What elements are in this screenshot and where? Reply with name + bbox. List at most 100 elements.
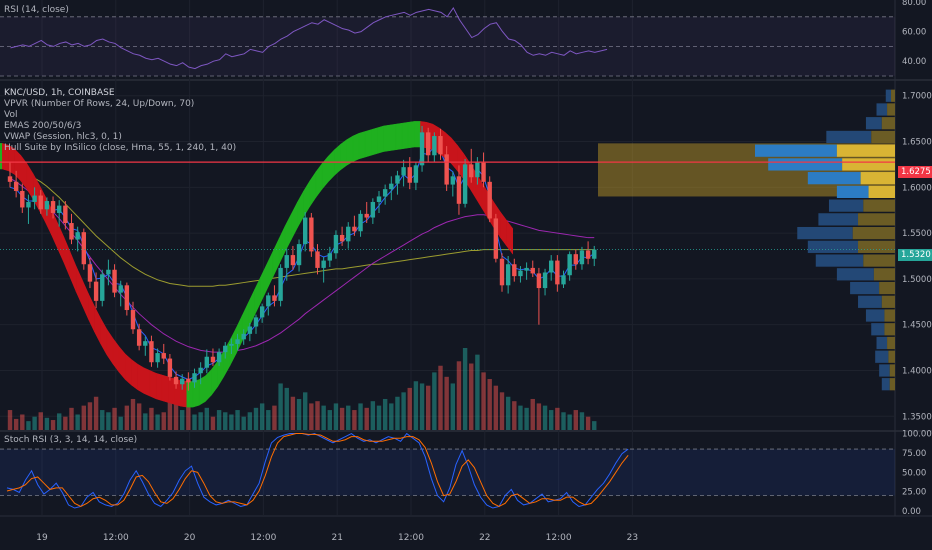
volume-bar (438, 365, 443, 430)
candle-body (493, 218, 499, 259)
vpvr-down-bar (858, 240, 895, 253)
volume-bar (493, 385, 499, 430)
hull-band-segment (364, 129, 372, 158)
hull-band-segment (334, 143, 341, 176)
volume-bar (130, 398, 136, 430)
vpvr-up-bar (875, 350, 889, 363)
volume-bar (444, 376, 449, 430)
price-tick-label: 1.6500 (902, 138, 932, 148)
volume-bar (278, 383, 283, 430)
volume-bar (186, 405, 191, 430)
volume-bar (370, 401, 376, 430)
volume-bar (136, 403, 142, 430)
candle-body (57, 205, 62, 213)
hull-band-segment (395, 122, 403, 151)
candle-body (505, 264, 511, 286)
hull-band-segment (278, 225, 286, 265)
volume-bar (20, 414, 25, 430)
hull-band-segment (248, 289, 255, 329)
volume-bar (57, 413, 62, 430)
price-tick-label: 1.5500 (902, 229, 932, 239)
candle-body (26, 201, 31, 208)
hull-band-segment (389, 123, 397, 151)
candle-body (38, 195, 43, 210)
vpvr-down-bar (863, 199, 895, 212)
stoch-band (0, 449, 895, 496)
volume-bar (253, 407, 259, 430)
hull-band-segment (75, 265, 83, 306)
volume-bar (32, 416, 37, 430)
volume-bar (223, 412, 228, 430)
candle-body (524, 267, 529, 271)
candle-body (592, 249, 597, 259)
volume-bar (499, 392, 505, 430)
price-tick-label: 1.5000 (902, 275, 932, 285)
hull-band-segment (303, 180, 311, 218)
candle-body (444, 154, 449, 185)
volume-bar (487, 379, 492, 430)
candle-body (247, 326, 253, 334)
hull-band-segment (377, 125, 384, 154)
hull-band-segment (401, 122, 409, 150)
volume-bar (549, 410, 554, 430)
vpvr-down-bar (881, 295, 895, 308)
volume-bar (315, 401, 320, 430)
candle-body (401, 167, 406, 176)
hull-band-segment (32, 172, 40, 212)
stoch-tick-label: 50.00 (902, 468, 926, 478)
hull-band-segment (309, 170, 317, 208)
volume-bar (592, 421, 597, 430)
candle-body (155, 353, 160, 363)
volume-bar (462, 348, 468, 430)
volume-bar (389, 403, 394, 430)
volume-bar (542, 405, 548, 430)
time-axis-label: 21 (331, 533, 342, 543)
vpvr-down-bar (836, 144, 895, 157)
volume-bar (296, 398, 302, 430)
stoch-d-line (6, 433, 629, 508)
volume-bar (339, 407, 345, 430)
volume-bar (469, 363, 474, 430)
stoch-legend[interactable]: Stoch RSI (3, 3, 14, 14, close) (4, 435, 137, 446)
candle-body (561, 275, 566, 285)
volume-bar (567, 414, 572, 430)
candle-body (253, 317, 259, 327)
symbol-title: KNC/USD, 1h, COINBASE (4, 88, 115, 98)
candle-body (469, 164, 474, 178)
vpvr-down-bar (884, 323, 895, 336)
volume-bar (573, 410, 578, 430)
vpvr-down-bar (888, 350, 895, 363)
volume-bar (382, 398, 388, 430)
volume-bar (100, 410, 105, 430)
candle-body (124, 285, 130, 311)
hull-band-segment (106, 328, 114, 365)
price-legend[interactable]: KNC/USD, 1h, COINBASE VPVR (Number Of Ro… (4, 88, 236, 154)
candle-body (487, 181, 492, 219)
candle-body (198, 367, 203, 374)
volume-bar (536, 403, 542, 430)
volume-bar (419, 383, 425, 430)
volume-bar (124, 405, 130, 430)
candle-body (13, 181, 19, 191)
volume-bar (413, 381, 419, 430)
volume-bar (112, 407, 117, 430)
volume-bar (180, 410, 185, 430)
time-axis-label: 12:00 (546, 533, 572, 543)
volume-bar (401, 392, 406, 430)
volume-bar (87, 402, 93, 430)
volume-bar (192, 414, 197, 430)
candle-body (542, 272, 548, 289)
hull-band-segment (506, 219, 513, 255)
candle-body (87, 264, 93, 282)
candle-body (389, 183, 394, 190)
rsi-legend[interactable]: RSI (14, close) (4, 5, 69, 16)
candle-body (333, 234, 339, 254)
hull-band-segment (414, 121, 421, 148)
stoch-tick-label: 25.00 (902, 488, 926, 498)
time-axis-label: 20 (184, 533, 196, 543)
horizontal-line-price-label: 1.6275 (898, 166, 932, 178)
candle-body (456, 176, 462, 204)
candle-body (106, 269, 111, 275)
rsi-band (0, 16, 895, 76)
